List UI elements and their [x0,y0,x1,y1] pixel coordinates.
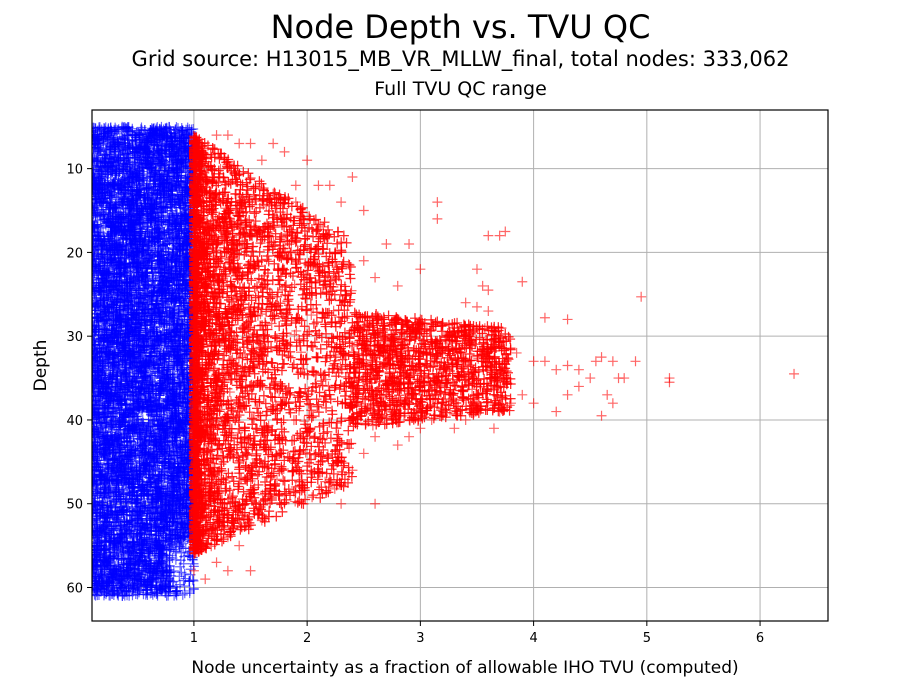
chart-subtitle: Grid source: H13015_MB_VR_MLLW_final, to… [131,47,790,71]
points-layer [92,121,800,601]
chart-subtitle-range: Full TVU QC range [374,78,547,100]
chart-title: Node Depth vs. TVU QC [270,8,651,46]
